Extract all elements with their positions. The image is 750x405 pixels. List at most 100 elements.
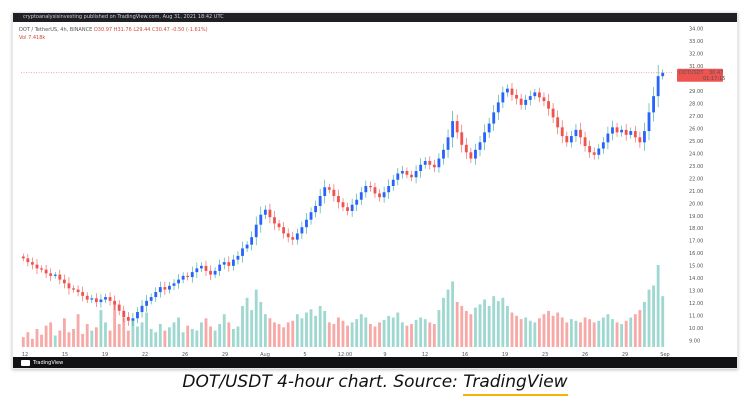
candle (487, 117, 491, 139)
volume-bar (245, 297, 249, 347)
candle-body (195, 268, 199, 273)
volume-bar (158, 324, 162, 347)
date-tick-label: 22 (142, 352, 148, 358)
candle-body (574, 129, 578, 137)
candle (387, 179, 391, 199)
candle (542, 92, 546, 107)
volume-bar (337, 317, 340, 347)
candle-body (373, 187, 377, 194)
candle-body (62, 279, 66, 284)
candle-body (391, 179, 395, 186)
candle-body (496, 102, 500, 113)
volume-bar (67, 332, 71, 347)
date-tick-label: 16 (462, 352, 468, 358)
candle (250, 231, 254, 251)
volume-bar (428, 322, 432, 347)
candle (181, 272, 185, 284)
candle (547, 94, 550, 116)
candle-body (629, 131, 633, 135)
candle (286, 228, 290, 243)
candle-body (163, 287, 167, 290)
candle (195, 262, 199, 278)
candle (236, 251, 240, 265)
candle (428, 156, 432, 170)
candle (656, 65, 660, 108)
candle (579, 122, 582, 145)
candle-body (656, 76, 660, 97)
price-label-symbol: DOTUSDT (679, 70, 705, 76)
volume-bar (560, 317, 564, 347)
volume-bar (510, 312, 514, 347)
caption-source-link[interactable]: TradingView (463, 372, 568, 396)
candle (451, 110, 455, 148)
candle (414, 165, 418, 184)
volume-bar (168, 327, 171, 347)
date-axis[interactable]: 12 15 19 22 26 29 Aug 5 12:00 9 12 16 19 23 26 29 Sep (22, 352, 670, 358)
candle-body (547, 101, 550, 109)
candle (259, 206, 263, 233)
candle-body (515, 94, 518, 99)
volume-bar (49, 322, 53, 347)
figure-caption: DOT/USDT 4-hour chart. Source: TradingVi… (0, 372, 750, 396)
candle (204, 260, 208, 276)
candle-body (222, 262, 226, 265)
candle (478, 135, 482, 157)
volume-bar (556, 312, 560, 347)
candle (327, 183, 331, 194)
candle-body (327, 187, 331, 190)
candle-body (451, 121, 455, 138)
candle (263, 205, 267, 220)
candle-body (26, 258, 30, 263)
candle-body (519, 98, 523, 105)
candle-body (506, 88, 509, 93)
price-tick-label: 15.00 (689, 264, 703, 270)
candle-body (58, 274, 62, 280)
candle (254, 216, 258, 246)
candle (432, 159, 436, 173)
candle (323, 179, 327, 204)
candle (149, 293, 153, 305)
candle (168, 281, 171, 294)
candle-body (410, 174, 413, 178)
candle (565, 131, 569, 147)
candle (341, 198, 345, 212)
tradingview-logo[interactable]: TradingView (21, 360, 63, 366)
candle (378, 189, 381, 202)
candle (355, 193, 359, 211)
candle (661, 69, 665, 80)
candle-body (245, 244, 249, 249)
candle-body (346, 207, 349, 211)
candle (633, 125, 637, 143)
volume-bar (442, 297, 445, 347)
price-tick-label: 32.00 (689, 52, 703, 58)
caption-prefix: DOT/USDT 4-hour chart. Source: (182, 372, 464, 392)
candle-body (350, 204, 354, 211)
candle-body (181, 275, 185, 280)
candle (154, 287, 158, 302)
candlestick-chart[interactable]: 34.0033.0032.0031.0030.0029.0028.0027.00… (13, 13, 737, 368)
price-tick-label: 25.00 (689, 139, 703, 145)
candle-body (300, 227, 304, 234)
candle-body (305, 219, 308, 228)
price-tick-label: 19.00 (689, 214, 703, 220)
volume-bar (149, 328, 153, 347)
volume-bar (186, 325, 190, 347)
date-tick-label: 5 (303, 352, 306, 358)
candle (300, 221, 304, 239)
volume-bar (629, 317, 633, 347)
candle (136, 307, 139, 324)
volume-bar (506, 306, 509, 347)
volume-bar (332, 324, 336, 347)
volume-bar (35, 328, 39, 347)
candle (629, 127, 633, 139)
volume-bar (218, 324, 222, 347)
price-axis[interactable]: 34.0033.0032.0031.0030.0029.0028.0027.00… (689, 27, 703, 345)
candle-body (94, 298, 98, 303)
candle (67, 277, 71, 295)
volume-bar (647, 289, 651, 347)
candle (291, 231, 295, 246)
candle-body (186, 275, 190, 278)
candle (368, 181, 372, 192)
candle (592, 147, 596, 160)
candle-body (277, 223, 281, 228)
